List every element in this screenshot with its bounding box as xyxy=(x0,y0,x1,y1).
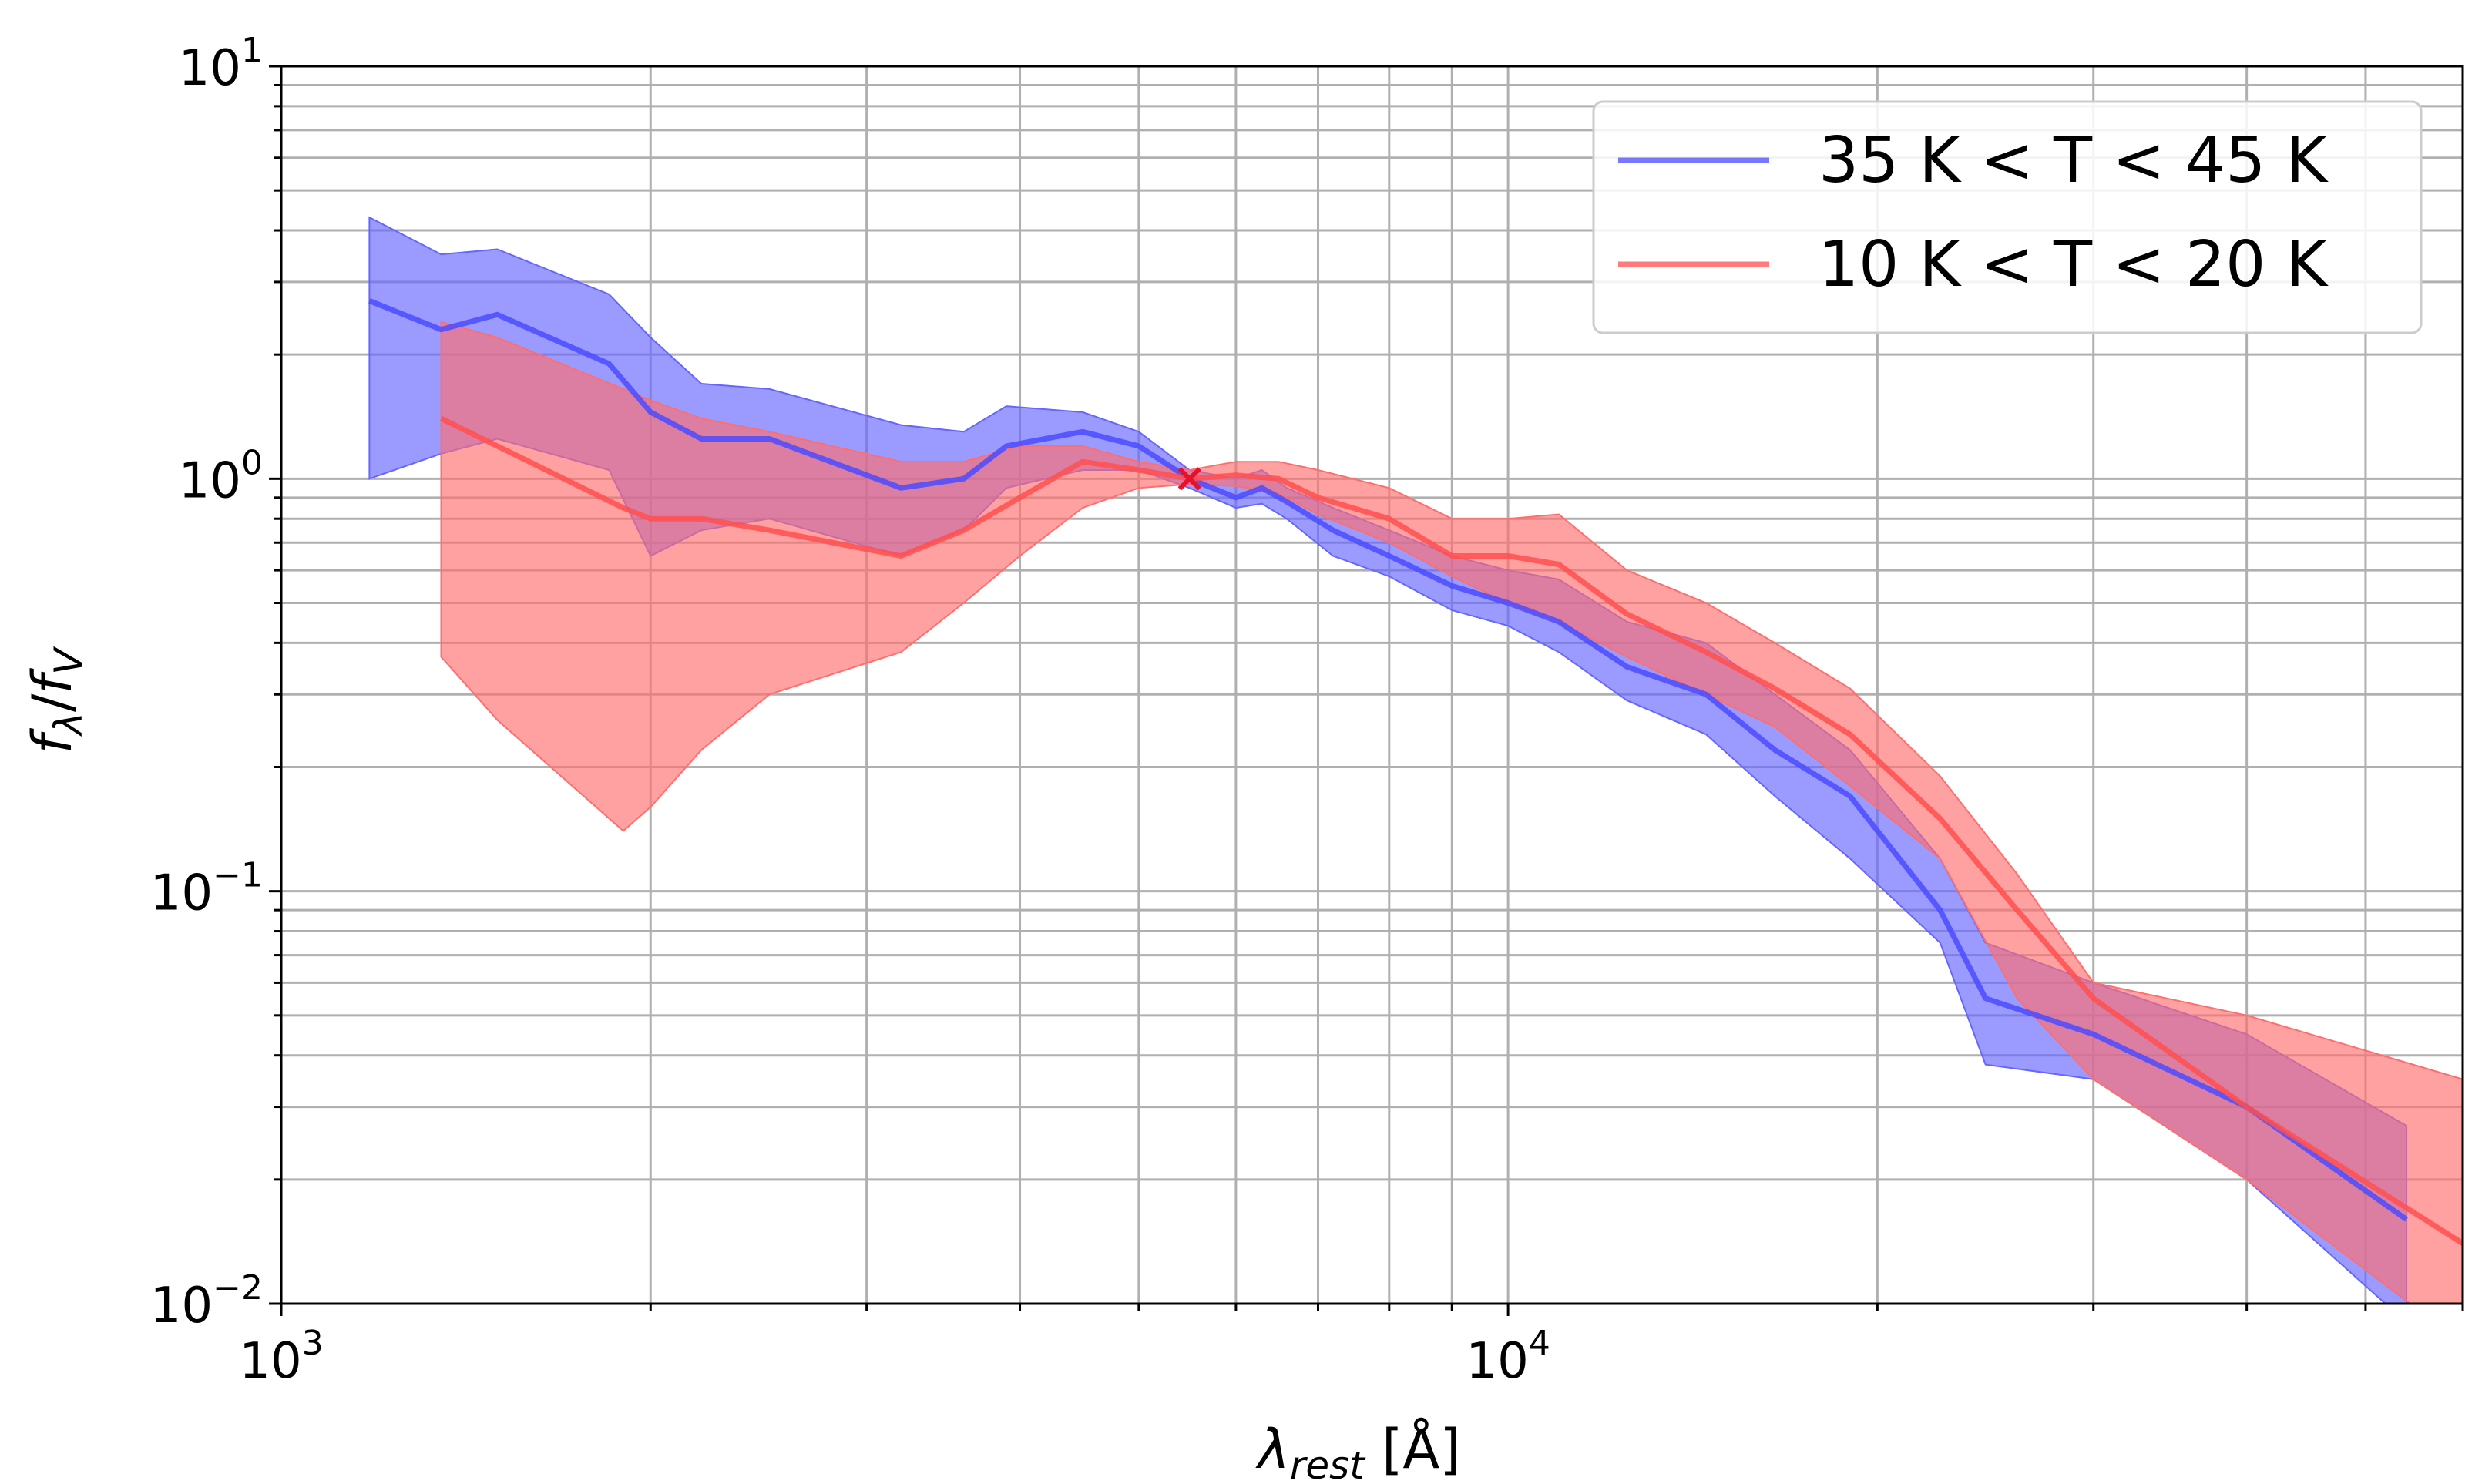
plot-frame xyxy=(280,65,2464,1305)
legend-box xyxy=(1592,100,2423,334)
normalization-marker xyxy=(1177,467,1201,491)
y-tick-label: 100 xyxy=(179,443,263,509)
y-tick-label: 10−2 xyxy=(150,1268,263,1335)
x-tick-label: 103 xyxy=(239,1324,323,1390)
y-axis-title: fλ/fV xyxy=(21,646,91,754)
y-tick-label: 10−1 xyxy=(150,856,263,922)
legend-label-cold: 10 K < T < 20 K xyxy=(1819,228,2329,301)
y-axis-label: fλ/fV xyxy=(21,646,91,754)
y-tick-label: 101 xyxy=(179,31,263,97)
markers xyxy=(1177,467,1201,491)
band-cold xyxy=(440,321,2463,1304)
axis-ticks: 103 104 101 100 10−1 10−2 xyxy=(150,31,2464,1390)
x-axis-label: λrest [Å] xyxy=(1254,1418,1460,1484)
x-tick-label: 104 xyxy=(1466,1324,1550,1390)
legend-label-warm: 35 K < T < 45 K xyxy=(1819,124,2329,197)
legend: 35 K < T < 45 K 10 K < T < 20 K xyxy=(1592,100,2423,334)
series-line-warm xyxy=(368,298,2409,1222)
series-line-cold xyxy=(439,415,2463,1246)
series-lines xyxy=(368,298,2463,1246)
confidence-bands xyxy=(368,216,2463,1304)
marker-stroke-b xyxy=(1177,467,1201,491)
x-axis-title: λrest [Å] xyxy=(1254,1418,1460,1484)
